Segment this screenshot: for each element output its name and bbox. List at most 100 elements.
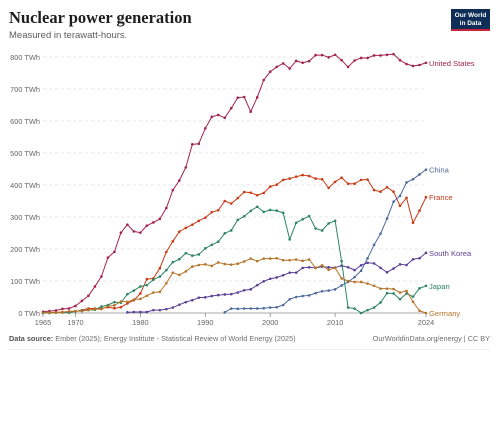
data-point xyxy=(255,307,259,310)
data-point xyxy=(340,259,343,263)
data-point xyxy=(249,307,253,310)
data-point xyxy=(320,53,324,57)
data-point xyxy=(268,257,272,260)
data-point xyxy=(184,270,188,273)
data-point xyxy=(93,307,97,311)
data-point xyxy=(379,54,382,57)
data-point xyxy=(165,206,168,210)
data-point xyxy=(255,193,259,197)
data-point xyxy=(132,298,136,301)
data-point xyxy=(385,271,389,274)
data-point xyxy=(145,294,149,298)
data-point xyxy=(359,178,363,182)
data-point xyxy=(301,61,304,65)
data-point xyxy=(210,210,214,214)
data-point xyxy=(113,306,116,310)
chart-title: Nuclear power generation xyxy=(9,8,192,27)
data-point xyxy=(223,293,227,296)
data-point xyxy=(405,62,408,66)
data-point xyxy=(340,284,343,287)
data-point xyxy=(100,307,103,311)
data-point xyxy=(165,307,168,311)
data-point xyxy=(307,258,311,261)
data-point xyxy=(100,305,103,308)
data-point xyxy=(307,214,311,218)
source-text[interactable]: Ember (2025); Energy Institute - Statist… xyxy=(55,334,296,343)
data-point xyxy=(268,277,272,281)
data-point xyxy=(385,291,389,295)
data-point xyxy=(249,110,253,114)
data-point xyxy=(398,263,402,266)
data-point xyxy=(87,294,90,298)
data-point xyxy=(353,275,356,279)
data-point xyxy=(178,273,181,277)
data-point xyxy=(418,309,421,313)
data-point xyxy=(249,257,253,260)
data-point xyxy=(275,305,278,309)
data-point xyxy=(281,62,285,65)
data-point xyxy=(184,251,188,255)
data-point xyxy=(249,191,253,194)
data-point xyxy=(288,297,291,301)
owid-logo[interactable]: Our World in Data xyxy=(451,9,490,31)
data-point xyxy=(288,258,291,262)
data-point xyxy=(366,261,369,265)
series-label: China xyxy=(429,166,450,175)
source-label: Data source: xyxy=(9,334,54,343)
data-point xyxy=(301,217,304,221)
data-point xyxy=(385,217,389,220)
data-point xyxy=(372,188,376,192)
data-point xyxy=(119,231,123,234)
data-point xyxy=(424,61,428,65)
data-point xyxy=(327,186,330,190)
data-point xyxy=(392,287,395,291)
data-point xyxy=(314,266,317,270)
series-line xyxy=(43,174,427,314)
data-point xyxy=(242,260,246,263)
data-point xyxy=(93,285,97,288)
data-point xyxy=(152,308,155,312)
data-point xyxy=(314,177,317,180)
data-point xyxy=(385,287,389,290)
data-point xyxy=(359,269,363,273)
data-point xyxy=(398,194,402,198)
data-point xyxy=(87,308,90,312)
data-point xyxy=(424,251,428,255)
data-point xyxy=(236,291,240,294)
data-point xyxy=(405,289,408,293)
series-label: Japan xyxy=(429,282,450,291)
data-point xyxy=(268,306,272,309)
data-point xyxy=(255,283,259,287)
data-point xyxy=(171,306,175,309)
data-point xyxy=(418,287,421,290)
data-point xyxy=(223,262,227,266)
data-point xyxy=(372,306,376,309)
data-point xyxy=(80,299,84,303)
y-tick-label: 400 TWh xyxy=(10,181,40,190)
data-point xyxy=(333,53,337,57)
data-point xyxy=(113,304,116,307)
data-point xyxy=(333,180,337,184)
y-tick-label: 300 TWh xyxy=(10,213,40,222)
data-point xyxy=(216,208,220,212)
footer-link[interactable]: OurWorldinData.org/energy | CC BY xyxy=(372,334,490,343)
data-point xyxy=(379,266,382,270)
data-point xyxy=(268,208,272,212)
data-point xyxy=(340,58,343,62)
data-point xyxy=(327,222,330,225)
data-point xyxy=(353,182,356,186)
data-point xyxy=(320,264,324,267)
data-point xyxy=(171,260,175,264)
data-point xyxy=(203,127,207,130)
data-point xyxy=(418,63,421,67)
data-point xyxy=(281,303,285,307)
data-point xyxy=(152,221,155,224)
data-point xyxy=(372,262,376,265)
x-tick-label: 2010 xyxy=(327,318,343,327)
data-point xyxy=(178,230,181,234)
data-point xyxy=(366,178,369,181)
data-point xyxy=(281,178,285,182)
data-point xyxy=(307,265,311,269)
data-point xyxy=(320,289,324,293)
